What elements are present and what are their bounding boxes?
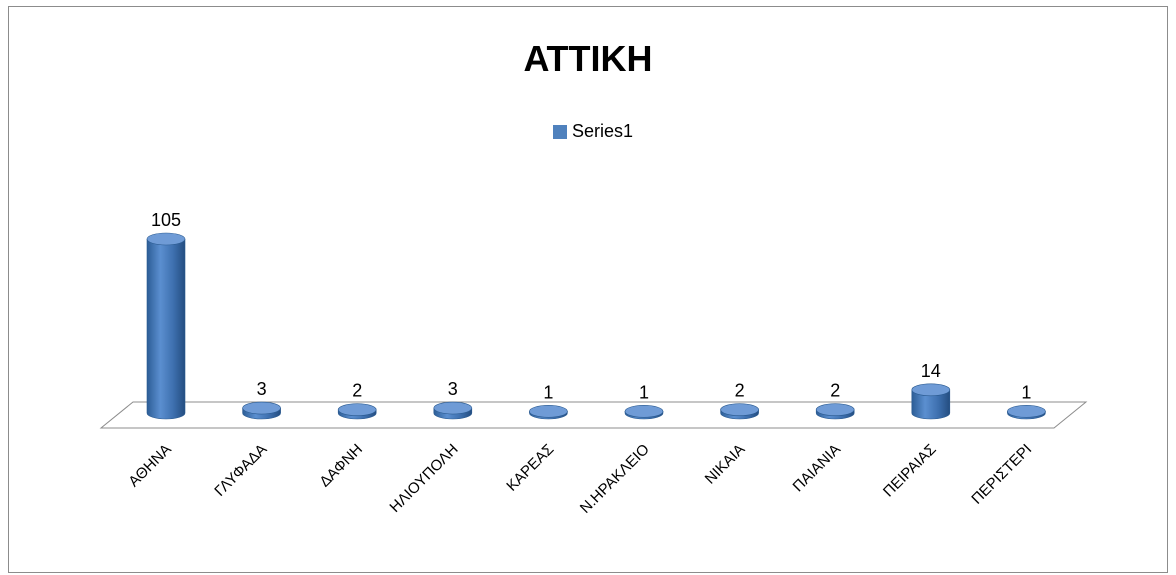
x-tick-ΗΛΙΟΥΠΟΛΗ: ΗΛΙΟΥΠΟΛΗ <box>386 441 461 516</box>
data-label-Ν.ΗΡΑΚΛΕΙΟ: 1 <box>639 382 649 402</box>
x-tick-Ν.ΗΡΑΚΛΕΙΟ: Ν.ΗΡΑΚΛΕΙΟ <box>577 441 653 517</box>
data-label-ΠΕΡΙΣΤΕΡΙ: 1 <box>1021 382 1031 402</box>
data-label-ΓΛΥΦΑΔΑ: 3 <box>257 379 267 399</box>
chart-frame <box>8 6 1168 573</box>
data-label-ΑΘΗΝΑ: 105 <box>151 210 181 230</box>
x-tick-ΔΑΦΝΗ: ΔΑΦΝΗ <box>316 441 366 491</box>
data-label-ΗΛΙΟΥΠΟΛΗ: 3 <box>448 379 458 399</box>
x-tick-ΝΙΚΑΙΑ: ΝΙΚΑΙΑ <box>702 441 749 488</box>
bar-ΠΕΙΡΑΙΑΣ <box>911 383 951 420</box>
data-label-ΔΑΦΝΗ: 2 <box>352 381 362 401</box>
bar-ΠΑΙΑΝΙΑ <box>815 403 855 420</box>
x-tick-ΠΕΙΡΑΙΑΣ: ΠΕΙΡΑΙΑΣ <box>880 441 940 501</box>
chart-legend: Series1 <box>553 121 633 142</box>
legend-swatch <box>553 124 567 139</box>
bar-ΑΘΗΝΑ <box>146 232 186 420</box>
x-tick-ΠΕΡΙΣΤΕΡΙ: ΠΕΡΙΣΤΕΡΙ <box>968 441 1035 508</box>
data-label-ΠΑΙΑΝΙΑ: 2 <box>830 381 840 401</box>
x-tick-ΓΛΥΦΑΔΑ: ΓΛΥΦΑΔΑ <box>211 441 270 500</box>
bar-ΝΙΚΑΙΑ <box>720 403 759 420</box>
bar-Ν.ΗΡΑΚΛΕΙΟ <box>624 405 664 420</box>
data-label-ΠΕΙΡΑΙΑΣ: 14 <box>921 361 941 381</box>
data-label-ΝΙΚΑΙΑ: 2 <box>735 381 745 401</box>
x-tick-ΠΑΙΑΝΙΑ: ΠΑΙΑΝΙΑ <box>790 441 844 495</box>
data-label-ΚΑΡΕΑΣ: 1 <box>543 382 553 402</box>
x-tick-ΚΑΡΕΑΣ: ΚΑΡΕΑΣ <box>503 441 557 495</box>
x-tick-ΑΘΗΝΑ: ΑΘΗΝΑ <box>125 441 175 491</box>
bar-ΚΑΡΕΑΣ <box>529 405 568 420</box>
bar-ΓΛΥΦΑΔΑ <box>242 401 281 420</box>
chart-title: ΑΤΤΙΚΗ <box>523 38 653 79</box>
bar-ΗΛΙΟΥΠΟΛΗ <box>433 401 473 420</box>
bar-ΔΑΦΝΗ <box>337 403 377 420</box>
bar-ΠΕΡΙΣΤΕΡΙ <box>1007 405 1046 420</box>
legend-label: Series1 <box>572 121 634 141</box>
